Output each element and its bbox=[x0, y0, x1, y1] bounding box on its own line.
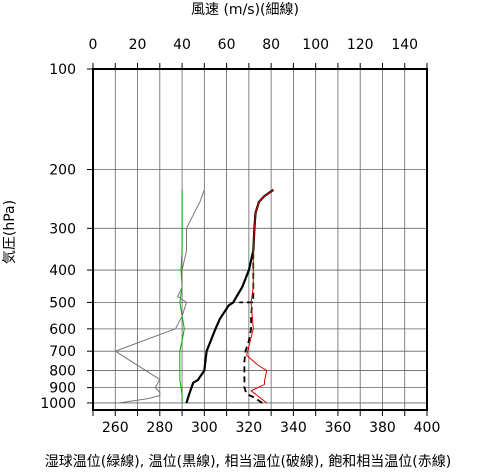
series-line-4 bbox=[246, 189, 274, 404]
y-tick-label: 1000 bbox=[40, 396, 76, 412]
x-top-tick-label: 100 bbox=[302, 37, 329, 53]
x-bottom-tick-label: 380 bbox=[369, 420, 396, 436]
x-top-tick-label: 40 bbox=[173, 37, 191, 53]
y-tick-label: 400 bbox=[49, 263, 76, 279]
y-tick-label: 800 bbox=[49, 364, 76, 380]
y-tick-label: 200 bbox=[49, 163, 76, 179]
top-axis-title: 風速 (m/s)(細線) bbox=[191, 2, 299, 18]
x-top-tick-label: 140 bbox=[391, 37, 418, 53]
x-bottom-tick-label: 340 bbox=[280, 420, 307, 436]
y-axis-title: 気圧(hPa) bbox=[2, 200, 18, 264]
series-line-5 bbox=[114, 189, 205, 404]
x-bottom-tick-label: 260 bbox=[102, 420, 129, 436]
bottom-axis-title: 湿球温位(緑線), 温位(黒線), 相当温位(破線), 飽和相当温位(赤線) bbox=[45, 453, 451, 470]
x-top-tick-label: 60 bbox=[218, 37, 236, 53]
y-tick-label: 900 bbox=[49, 381, 76, 397]
x-bottom-tick-label: 400 bbox=[414, 420, 441, 436]
y-tick-label: 500 bbox=[49, 295, 76, 311]
grid bbox=[93, 69, 427, 410]
series-line-1 bbox=[179, 189, 185, 403]
y-tick-label: 600 bbox=[49, 322, 76, 338]
x-top-tick-label: 0 bbox=[89, 37, 98, 53]
y-tick-label: 100 bbox=[49, 62, 76, 78]
y-tick-label: 700 bbox=[49, 344, 76, 360]
x-top-tick-label: 120 bbox=[347, 37, 374, 53]
y-tick-label: 300 bbox=[49, 221, 76, 237]
axes: 260 280 300 320 340 360 380 400 0 20 40 60 80 100 120 1… bbox=[40, 37, 440, 436]
x-bottom-tick-label: 320 bbox=[235, 420, 262, 436]
plot-frame bbox=[92, 68, 428, 411]
x-top-tick-label: 80 bbox=[262, 37, 280, 53]
x-bottom-tick-label: 280 bbox=[146, 420, 173, 436]
x-bottom-tick-label: 360 bbox=[325, 420, 352, 436]
series-layer bbox=[114, 188, 275, 404]
x-top-tick-label: 20 bbox=[129, 37, 147, 53]
x-bottom-tick-label: 300 bbox=[191, 420, 218, 436]
